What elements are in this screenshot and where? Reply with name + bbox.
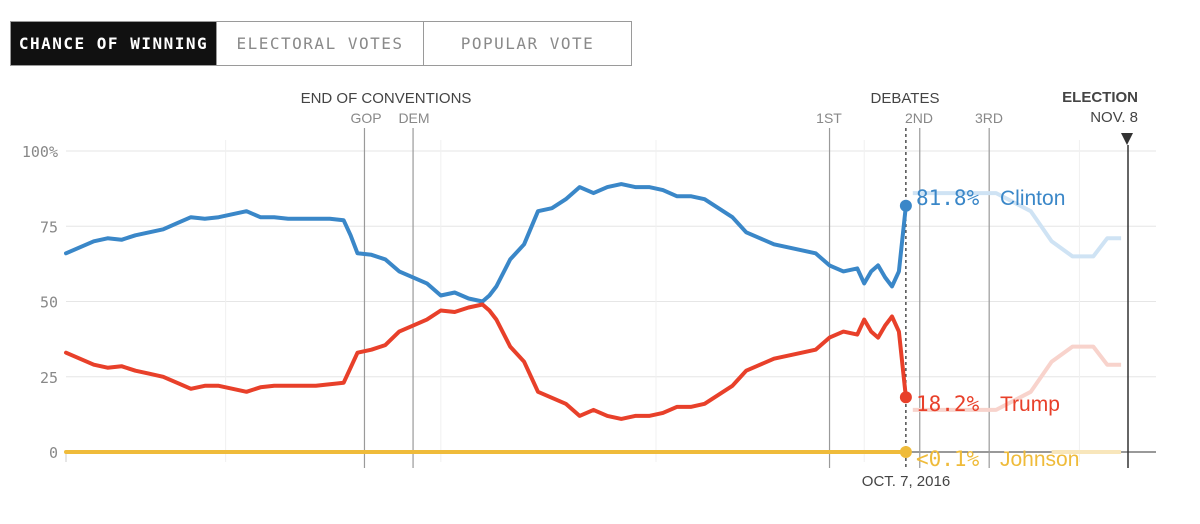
debates-label: DEBATES bbox=[871, 90, 940, 107]
gop-label: GOP bbox=[350, 110, 381, 126]
second-debate-label: 2ND bbox=[905, 110, 933, 126]
clinton-end-value: 81.8% bbox=[916, 186, 980, 210]
y-axis: 100% 75 50 25 0 bbox=[22, 143, 58, 462]
trump-end-value: 18.2% bbox=[916, 392, 980, 416]
election-label: ELECTION bbox=[1062, 89, 1138, 106]
end-labels: 81.8% Clinton 18.2% Trump <0.1% Johnson bbox=[916, 186, 1079, 471]
trump-end-name: Trump bbox=[1000, 393, 1060, 416]
election-marker-icon bbox=[1121, 133, 1133, 145]
y-tick-label: 25 bbox=[40, 369, 58, 387]
first-debate-label: 1ST bbox=[816, 110, 842, 126]
johnson-end-dot bbox=[899, 446, 912, 458]
tab-chance-of-winning[interactable]: CHANCE OF WINNING bbox=[11, 22, 216, 65]
johnson-end-name: Johnson bbox=[1000, 448, 1079, 471]
tab-popular-vote[interactable]: POPULAR VOTE bbox=[423, 22, 631, 65]
y-tick-label: 100% bbox=[22, 143, 58, 161]
projection-ghost bbox=[912, 191, 1122, 454]
clinton-end-dot bbox=[899, 199, 912, 212]
third-debate-label: 3RD bbox=[975, 110, 1003, 126]
trump-line bbox=[64, 302, 908, 421]
y-tick-label: 0 bbox=[49, 444, 58, 462]
current-date-label: OCT. 7, 2016 bbox=[862, 473, 950, 490]
trump-ghost-line bbox=[912, 344, 1122, 412]
johnson-end-value: <0.1% bbox=[916, 447, 980, 471]
event-markers bbox=[363, 128, 1129, 470]
y-tick-label: 75 bbox=[40, 218, 58, 236]
clinton-ghost-line bbox=[912, 191, 1122, 259]
clinton-end-name: Clinton bbox=[1000, 187, 1065, 210]
series-lines bbox=[64, 182, 912, 458]
y-tick-label: 50 bbox=[40, 294, 58, 312]
clinton-line bbox=[64, 182, 908, 304]
conventions-label: END OF CONVENTIONS bbox=[301, 90, 472, 107]
tab-electoral-votes[interactable]: ELECTORAL VOTES bbox=[216, 22, 423, 65]
election-date-label: NOV. 8 bbox=[1090, 109, 1138, 126]
trump-end-dot bbox=[899, 391, 912, 404]
view-tabs: CHANCE OF WINNING ELECTORAL VOTES POPULA… bbox=[10, 21, 632, 66]
dem-label: DEM bbox=[398, 110, 429, 126]
